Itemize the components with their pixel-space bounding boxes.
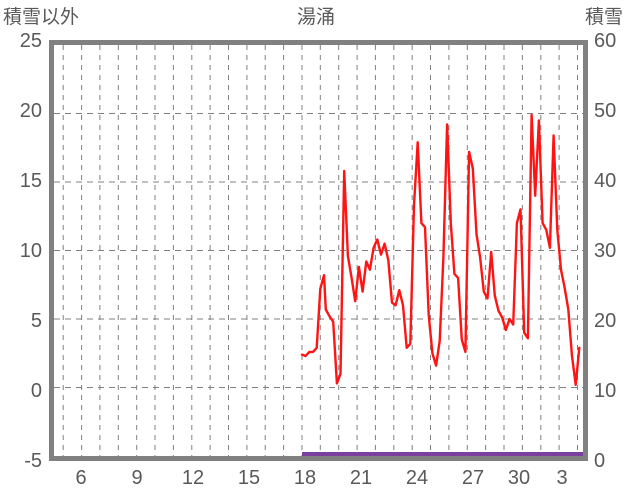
right-axis-title: 積雪 bbox=[585, 7, 624, 28]
y-tick-label: 0 bbox=[30, 380, 42, 402]
y-tick-label: 10 bbox=[19, 240, 42, 262]
plot-area bbox=[49, 40, 588, 461]
y2-tick-label: 20 bbox=[594, 310, 617, 332]
y-tick-label: 15 bbox=[19, 170, 42, 192]
y-tick-label: 20 bbox=[19, 100, 42, 122]
left-axis-title: 積雪以外 bbox=[3, 7, 80, 28]
series-line-other-than-snow bbox=[300, 113, 581, 386]
y2-tick-label: 50 bbox=[594, 100, 617, 122]
x-tick-label: 9 bbox=[131, 467, 143, 489]
y2-tick-label: 10 bbox=[594, 380, 617, 402]
plot-inner bbox=[54, 45, 583, 456]
x-tick-label: 12 bbox=[181, 467, 205, 489]
y2-tick-label: 0 bbox=[594, 450, 606, 472]
x-tick-label: 15 bbox=[237, 467, 261, 489]
x-tick-label: 3 bbox=[556, 467, 568, 489]
x-tick-label: 30 bbox=[507, 467, 531, 489]
y-tick-label: 25 bbox=[19, 30, 42, 52]
x-tick-label: 27 bbox=[461, 467, 485, 489]
chart-svg bbox=[54, 45, 583, 456]
x-tick-label: 24 bbox=[405, 467, 429, 489]
y2-tick-label: 30 bbox=[594, 240, 617, 262]
y-tick-label: -5 bbox=[24, 450, 42, 472]
y2-tick-label: 40 bbox=[594, 170, 617, 192]
x-tick-label: 6 bbox=[75, 467, 87, 489]
x-tick-label: 21 bbox=[349, 467, 373, 489]
y-tick-label: 5 bbox=[30, 310, 42, 332]
y2-tick-label: 60 bbox=[594, 30, 617, 52]
x-tick-label: 18 bbox=[293, 467, 317, 489]
chart-title: 湯涌 bbox=[297, 7, 336, 28]
